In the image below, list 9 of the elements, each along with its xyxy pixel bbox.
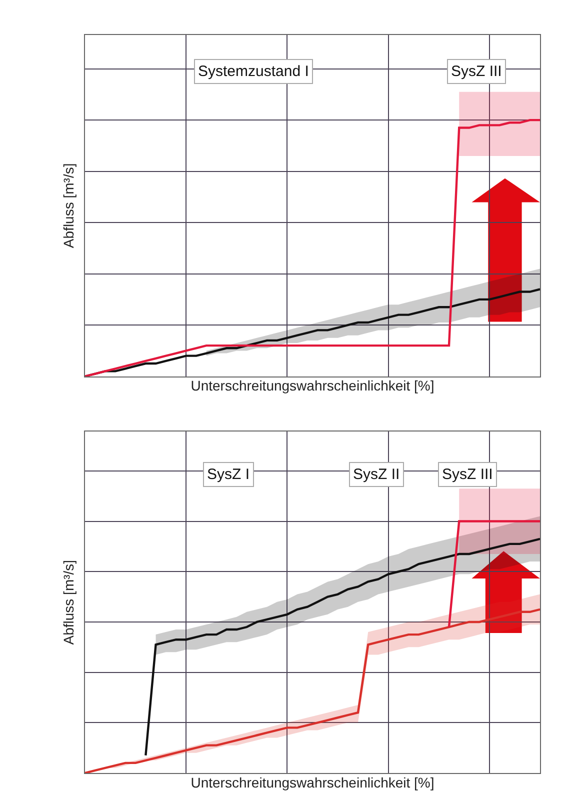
x-axis-title: Unterschreitungswahrscheinlichkeit [%] — [190, 774, 434, 790]
text: SysZ II — [353, 466, 400, 483]
y-axis-title: Abfluss [m³/s] — [60, 163, 77, 248]
text: SysZ I — [207, 466, 250, 483]
x-axis-title: Unterschreitungswahrscheinlichkeit [%] — [190, 378, 434, 394]
text: Systemzustand I — [198, 63, 309, 80]
text: SysZ III — [451, 63, 502, 80]
y-axis-title: Abfluss [m³/s] — [60, 560, 77, 645]
text: SysZ III — [442, 466, 493, 483]
